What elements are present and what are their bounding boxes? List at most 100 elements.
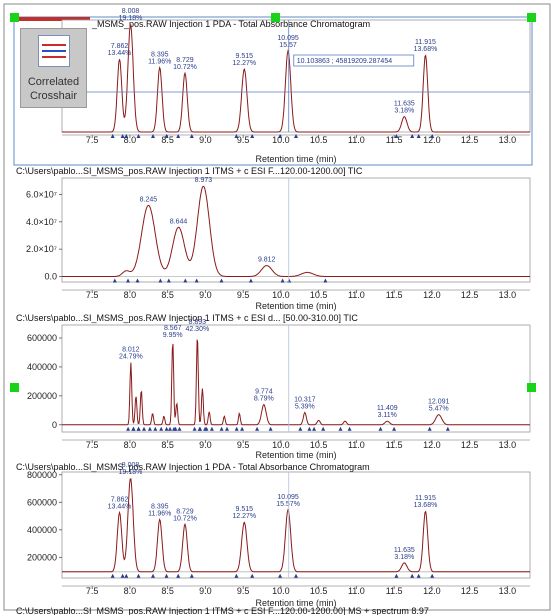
- x-tick-label: 10.5: [310, 135, 328, 145]
- plot-area: [61, 324, 531, 433]
- chromatogram-trace: [62, 24, 530, 133]
- x-axis-title: Retention time (min): [255, 598, 336, 608]
- peak-end-marker: [136, 134, 141, 138]
- peak-end-marker: [445, 426, 450, 431]
- peak-label: 10.317: [294, 396, 316, 403]
- peak-start-marker: [183, 278, 188, 283]
- peak-start-marker: [159, 426, 164, 431]
- peak-label: 9.515: [236, 53, 254, 60]
- peak-label: 19.18%: [119, 469, 143, 476]
- chart-panel-2: C:\Users\pablo...SI_MSMS_pos.RAW Injecti…: [16, 166, 531, 311]
- x-tick-label: 8.5: [161, 586, 174, 596]
- resize-handle-top-right[interactable]: [527, 13, 536, 22]
- peak-end-marker: [240, 426, 245, 431]
- peak-end-marker: [347, 426, 352, 431]
- chromatogram-trace: [62, 185, 530, 277]
- plot-area: [61, 471, 531, 579]
- x-tick-label: 7.5: [86, 290, 99, 300]
- peak-label: 9.515: [236, 506, 254, 513]
- peak-start-marker: [234, 573, 239, 578]
- peak-end-marker: [164, 134, 169, 138]
- peak-start-marker: [126, 278, 130, 283]
- x-tick-label: 10.0: [272, 135, 290, 145]
- peak-label: 12.091: [428, 399, 450, 406]
- x-tick-label: 13.0: [499, 135, 517, 145]
- peak-label: 8.973: [195, 177, 213, 184]
- x-tick-label: 10.0: [272, 440, 290, 450]
- peak-start-marker: [394, 573, 399, 578]
- peak-label: 8.567: [164, 325, 182, 332]
- resize-handle-top-center[interactable]: [271, 13, 280, 22]
- x-tick-label: 10.5: [310, 290, 328, 300]
- resize-handle-mid-left[interactable]: [10, 383, 19, 392]
- peak-label: 8.012: [122, 347, 140, 354]
- peak-label: 7.862: [111, 497, 129, 504]
- peak-end-marker: [268, 426, 273, 431]
- x-tick-label: 8.5: [161, 440, 174, 450]
- crosshair-readout: 10.103863 ; 45819209.287454: [297, 58, 392, 65]
- peak-label: 9.812: [258, 257, 276, 264]
- y-tick-label: 800000: [27, 470, 57, 480]
- peak-start-marker: [255, 426, 260, 431]
- peak-start-marker: [197, 426, 202, 431]
- x-tick-label: 9.0: [199, 290, 212, 300]
- peak-start-marker: [168, 426, 172, 431]
- peak-end-marker: [392, 426, 397, 431]
- peak-start-marker: [131, 426, 136, 431]
- peak-label: 10.72%: [173, 515, 197, 522]
- x-tick-label: 11.0: [348, 586, 365, 596]
- peak-end-marker: [294, 134, 298, 138]
- x-tick-label: 12.5: [461, 290, 479, 300]
- x-tick-label: 12.0: [423, 290, 441, 300]
- peak-start-marker: [219, 426, 224, 431]
- x-tick-label: 12.0: [423, 135, 441, 145]
- peak-end-marker: [307, 426, 312, 431]
- x-tick-label: 8.5: [161, 135, 174, 145]
- peak-start-marker: [112, 278, 117, 283]
- x-tick-label: 9.5: [237, 290, 250, 300]
- peak-start-marker: [192, 426, 197, 431]
- peak-start-marker: [158, 278, 163, 283]
- x-tick-label: 11.0: [348, 440, 365, 450]
- peak-start-marker: [248, 278, 253, 283]
- peak-label: 3.11%: [378, 412, 397, 419]
- x-axis-title: Retention time (min): [255, 450, 336, 460]
- peak-label: 11.635: [394, 547, 415, 554]
- peak-start-marker: [278, 573, 283, 578]
- x-tick-label: 12.5: [461, 135, 479, 145]
- correlated-crosshair-button[interactable]: Correlated Crosshair: [20, 28, 87, 108]
- peak-end-marker: [250, 134, 255, 138]
- peak-label: 24.79%: [119, 354, 143, 361]
- peak-end-marker: [135, 278, 140, 283]
- peak-start-marker: [312, 426, 317, 431]
- peak-label: 11.635: [394, 101, 415, 108]
- peak-start-marker: [172, 426, 176, 431]
- chart-panel-4: C:\Users\pablo...SI_MSMS_pos.RAW Injecti…: [16, 462, 531, 608]
- peak-end-marker: [323, 278, 328, 283]
- chart-panel-1: _MSMS_pos.RAW Injection 1 PDA - Total Ab…: [13, 8, 533, 166]
- chart-title: C:\Users\pablo...SI_MSMS_pos.RAW Injecti…: [16, 462, 370, 472]
- x-tick-label: 11.5: [386, 290, 403, 300]
- peak-end-marker: [189, 573, 194, 578]
- x-tick-label: 11.0: [348, 135, 365, 145]
- resize-handle-top-left[interactable]: [10, 13, 19, 22]
- peak-end-marker: [321, 426, 326, 431]
- peak-label: 8.644: [170, 218, 188, 225]
- peak-end-marker: [225, 426, 229, 431]
- chart-panel-3: C:\Users\pablo...SI_MSMS_pos.RAW Injecti…: [16, 313, 531, 460]
- peak-end-marker: [177, 426, 182, 431]
- resize-handle-mid-right[interactable]: [527, 383, 536, 392]
- peak-end-marker: [164, 426, 169, 431]
- x-tick-label: 7.5: [86, 135, 99, 145]
- peak-label: 8.245: [140, 196, 158, 203]
- x-tick-label: 13.0: [499, 290, 517, 300]
- peak-start-marker: [234, 426, 239, 431]
- peak-end-marker: [219, 278, 224, 283]
- peak-label: 11.96%: [148, 510, 171, 517]
- peak-label: 9.95%: [163, 332, 183, 339]
- peak-start-marker: [136, 426, 141, 431]
- peak-end-marker: [294, 573, 298, 578]
- peak-label: 8.729: [176, 508, 194, 515]
- peak-start-marker: [234, 134, 239, 138]
